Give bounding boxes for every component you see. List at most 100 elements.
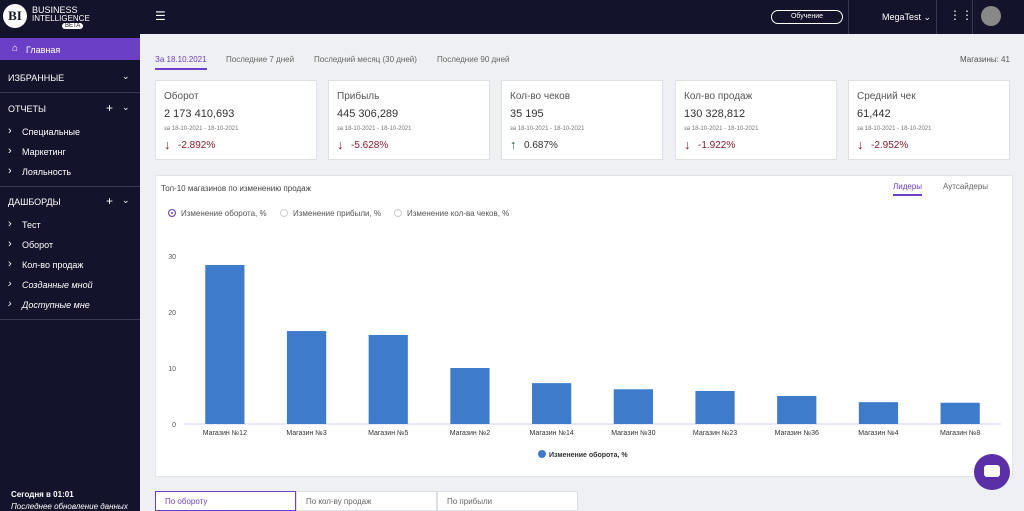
bottom-tab[interactable]: По кол-ву продаж — [296, 491, 437, 511]
training-button[interactable]: Обучение — [771, 10, 843, 24]
kpi-change: 0.687% — [524, 140, 558, 151]
divider — [848, 0, 849, 34]
home-label: Главная — [26, 45, 61, 55]
menu-icon[interactable]: ☰ — [155, 9, 166, 23]
separator — [0, 319, 140, 320]
section-title[interactable]: ДАШБОРДЫ — [8, 197, 61, 207]
chevron: ⌄ — [122, 71, 130, 81]
kpi-title: Средний чек — [857, 91, 916, 102]
radio-circle — [168, 209, 176, 217]
y-tick-label: 30 — [168, 254, 176, 261]
chart: 0 10 20 30 Магазин №12 Магазин №3 Магазин №5 Ма… — [168, 254, 1001, 459]
logo-mark: BI — [3, 4, 27, 28]
period-tab[interactable]: Последние 7 дней — [226, 55, 295, 64]
trend-arrow: ↓ — [337, 137, 344, 152]
kpi-period: за 18-10-2021 - 18-10-2021 — [164, 126, 239, 132]
nav-item[interactable]: Кол-во продаж — [8, 258, 84, 270]
logo-line: BUSINESS — [32, 5, 78, 15]
kpi-change: -2.892% — [178, 140, 216, 151]
kpi-value: 35 195 — [510, 108, 544, 120]
separator — [0, 186, 140, 187]
nav-item[interactable]: Маркетинг — [8, 145, 66, 157]
divider — [972, 0, 973, 34]
radio-label: Изменение оборота, % — [181, 209, 267, 218]
section-title[interactable]: ОТЧЕТЫ — [8, 104, 46, 114]
last-update: Последнее обновление данных — [11, 502, 128, 511]
kpi-title: Оборот — [164, 91, 199, 102]
logo-line: INTELLIGENCE — [32, 14, 90, 23]
radio-circle — [280, 209, 288, 217]
kpi-card: Прибыль 445 306,289 за 18-10-2021 - 18-10-… — [328, 80, 490, 160]
section-title[interactable]: ИЗБРАННЫЕ — [8, 73, 65, 83]
kpi-value: 2 173 410,693 — [164, 108, 235, 120]
trend-arrow: ↓ — [684, 137, 691, 152]
kpi-title: Кол-во чеков — [510, 91, 571, 102]
bar — [286, 331, 327, 424]
sidebar: BI BUSINESS INTELLIGENCE BETA ⌂ Главная … — [0, 0, 140, 511]
kpi-change: -2.952% — [871, 140, 909, 151]
x-tick-label: Магазин №14 — [530, 430, 574, 437]
y-tick-label: 0 — [172, 422, 176, 429]
x-tick-label: Магазин №3 — [286, 430, 326, 437]
kpi-card: Оборот 2 173 410,693 за 18-10-2021 - 18-10… — [155, 80, 317, 160]
chat-icon — [984, 465, 1000, 477]
period-tab[interactable]: Последний месяц (30 дней) — [314, 55, 417, 64]
kpi-period: за 18-10-2021 - 18-10-2021 — [684, 126, 759, 132]
chevron: ⌄ — [122, 102, 130, 112]
trend-arrow: ↑ — [510, 137, 517, 152]
bar — [858, 402, 899, 424]
nav-item[interactable]: Лояльность — [8, 165, 71, 177]
bottom-tab-label: По кол-ву продаж — [306, 497, 372, 506]
bottom-tab[interactable]: По обороту — [155, 491, 296, 511]
bar — [940, 402, 980, 424]
kpi-value: 61,442 — [857, 108, 891, 120]
legend-label: Изменение оборота, % — [549, 451, 628, 459]
kpi-period: за 18-10-2021 - 18-10-2021 — [337, 126, 412, 132]
bar — [205, 264, 245, 424]
x-tick-label: Магазин №12 — [203, 430, 247, 437]
training-label: Обучение — [790, 13, 823, 20]
chart-tab[interactable]: Лидеры — [893, 182, 923, 196]
bottom-tab[interactable]: По прибыли — [437, 491, 578, 511]
kpi-title: Прибыль — [337, 91, 380, 102]
chart-tab[interactable]: Аутсайдеры — [943, 182, 989, 191]
nav-item[interactable]: Созданные мной — [8, 278, 93, 290]
x-tick-label: Магазин №30 — [611, 430, 655, 437]
period-tab[interactable]: Последние 90 дней — [437, 55, 510, 64]
bottom-tab-label: По обороту — [165, 497, 208, 506]
kpi-value: 445 306,289 — [337, 108, 399, 120]
y-tick-label: 10 — [168, 366, 176, 373]
x-tick-label: Магазин №23 — [693, 430, 737, 437]
user-name: MegaTest — [882, 12, 922, 22]
chat-button[interactable] — [974, 454, 1010, 490]
x-tick-label: Магазин №4 — [858, 430, 898, 437]
avatar[interactable] — [981, 6, 1001, 26]
user-menu[interactable]: MegaTest ⌄ — [882, 12, 932, 22]
nav-item[interactable]: Тест — [8, 218, 40, 230]
nav-item[interactable]: Доступные мне — [8, 298, 90, 310]
apps-icon[interactable]: ⋮⋮ — [949, 8, 973, 22]
kpi-change: -1.922% — [698, 140, 736, 151]
kpi-title: Кол-во продаж — [684, 91, 753, 102]
bar — [695, 390, 735, 424]
trend-arrow: ↓ — [857, 137, 864, 152]
nav-item[interactable]: Специальные — [8, 125, 80, 137]
kpi-card: Средний чек 61,442 за 18-10-2021 - 18-10-2… — [848, 80, 1010, 160]
nav-item[interactable]: Оборот — [8, 238, 53, 250]
period-tab[interactable]: За 18.10.2021 — [155, 55, 207, 70]
bar — [777, 396, 817, 424]
bar — [368, 334, 408, 424]
home-item[interactable]: ⌂ Главная — [0, 38, 140, 60]
x-tick-label: Магазин №2 — [450, 430, 490, 437]
add-icon[interactable]: + — [106, 194, 114, 208]
kpi-value: 130 328,812 — [684, 108, 746, 120]
radio-circle — [394, 209, 402, 217]
bar — [450, 368, 490, 424]
x-tick-label: Магазин №36 — [775, 430, 819, 437]
radio-label: Изменение кол-ва чеков, % — [407, 209, 510, 218]
bar — [613, 389, 653, 424]
add-icon[interactable]: + — [106, 101, 114, 115]
trend-arrow: ↓ — [164, 137, 171, 152]
chart-panel: Топ-10 магазинов по изменению продаж Лид… — [155, 175, 1013, 477]
